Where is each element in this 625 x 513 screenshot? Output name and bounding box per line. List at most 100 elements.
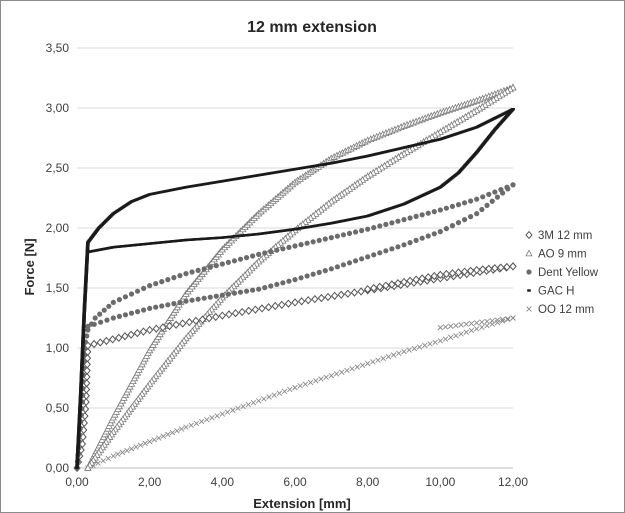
data-point: [406, 347, 412, 353]
data-point: [281, 388, 288, 395]
legend-marker: [526, 306, 532, 312]
data-point: [271, 301, 279, 311]
data-point: [346, 260, 353, 266]
data-point: [468, 198, 474, 204]
data-point: [377, 250, 383, 256]
data-point: [110, 453, 117, 459]
data-point: [141, 307, 147, 313]
data-point: [245, 401, 252, 408]
data-point: [310, 239, 316, 245]
data-point: [231, 258, 238, 264]
data-point: [224, 409, 231, 415]
data-point: [213, 263, 219, 269]
data-point: [419, 235, 425, 241]
data-point: [98, 319, 104, 325]
data-point: [427, 341, 433, 347]
data-point: [280, 280, 286, 286]
data-point: [278, 300, 286, 309]
data-point: [284, 299, 293, 308]
data-point: [298, 275, 304, 281]
data-point: [431, 231, 437, 237]
data-point: [96, 338, 104, 347]
data-point: [213, 293, 219, 299]
data-point: [334, 264, 340, 270]
data-point: [330, 291, 339, 301]
legend-marker: [525, 249, 533, 257]
data-point: [370, 359, 376, 365]
y-axis-title: Force [N]: [22, 238, 37, 295]
data-point: [219, 261, 225, 267]
data-point: [474, 196, 480, 202]
data-point: [447, 334, 454, 341]
data-point: [147, 305, 153, 311]
data-point: [201, 266, 207, 272]
data-point: [407, 240, 413, 246]
data-point: [432, 339, 438, 346]
data-point: [418, 274, 426, 283]
data-point: [449, 203, 456, 209]
data-point: [317, 293, 326, 303]
data-point: [443, 205, 449, 211]
data-point: [396, 350, 402, 357]
data-point: [159, 323, 167, 332]
data-point: [250, 253, 256, 259]
data-point: [425, 210, 431, 216]
data-point: [411, 345, 418, 352]
data-point: [188, 422, 194, 429]
data-point: [207, 264, 213, 270]
data-point: [484, 322, 490, 329]
data-point: [449, 223, 456, 229]
data-point: [104, 317, 110, 323]
data-point: [340, 232, 347, 238]
data-point: [311, 294, 319, 304]
data-point: [128, 291, 135, 297]
y-tick-label: 2,50: [46, 161, 70, 175]
data-point: [127, 330, 135, 339]
data-point: [271, 392, 277, 398]
data-point: [349, 366, 355, 372]
data-point: [328, 235, 334, 241]
data-point: [357, 287, 365, 296]
data-point: [413, 237, 419, 243]
data-point: [171, 301, 177, 307]
data-point: [262, 250, 268, 256]
data-point: [183, 424, 189, 430]
data-point: [179, 319, 187, 328]
data-point: [91, 321, 97, 327]
x-tick-label: 2,00: [138, 475, 162, 489]
data-point: [90, 339, 98, 349]
data-point: [214, 413, 220, 419]
data-point: [463, 329, 470, 335]
data-point: [237, 289, 244, 295]
data-point: [251, 305, 260, 314]
data-point: [142, 440, 148, 447]
data-point: [364, 360, 371, 367]
data-point: [500, 190, 506, 196]
data-point: [85, 323, 91, 329]
data-point: [237, 256, 244, 262]
data-point: [84, 463, 92, 471]
data-point: [359, 256, 365, 262]
data-point: [437, 324, 444, 331]
data-point: [212, 312, 220, 322]
data-point: [448, 269, 457, 278]
data-point: [304, 273, 310, 279]
data-point: [436, 270, 445, 279]
data-point: [153, 304, 159, 310]
data-point: [461, 217, 468, 223]
data-point: [292, 277, 298, 283]
y-tick-label: 1,50: [46, 281, 70, 295]
data-point: [302, 381, 309, 387]
data-point: [479, 319, 485, 325]
data-point: [225, 259, 231, 265]
data-point: [201, 295, 207, 301]
data-point: [108, 335, 117, 344]
legend-label: GAC H: [538, 286, 574, 298]
data-point: [141, 285, 147, 291]
data-point: [371, 225, 377, 231]
data-point: [250, 287, 256, 293]
data-point: [116, 313, 122, 319]
data-point: [245, 306, 253, 315]
data-point: [401, 217, 407, 223]
data-point: [134, 288, 141, 294]
